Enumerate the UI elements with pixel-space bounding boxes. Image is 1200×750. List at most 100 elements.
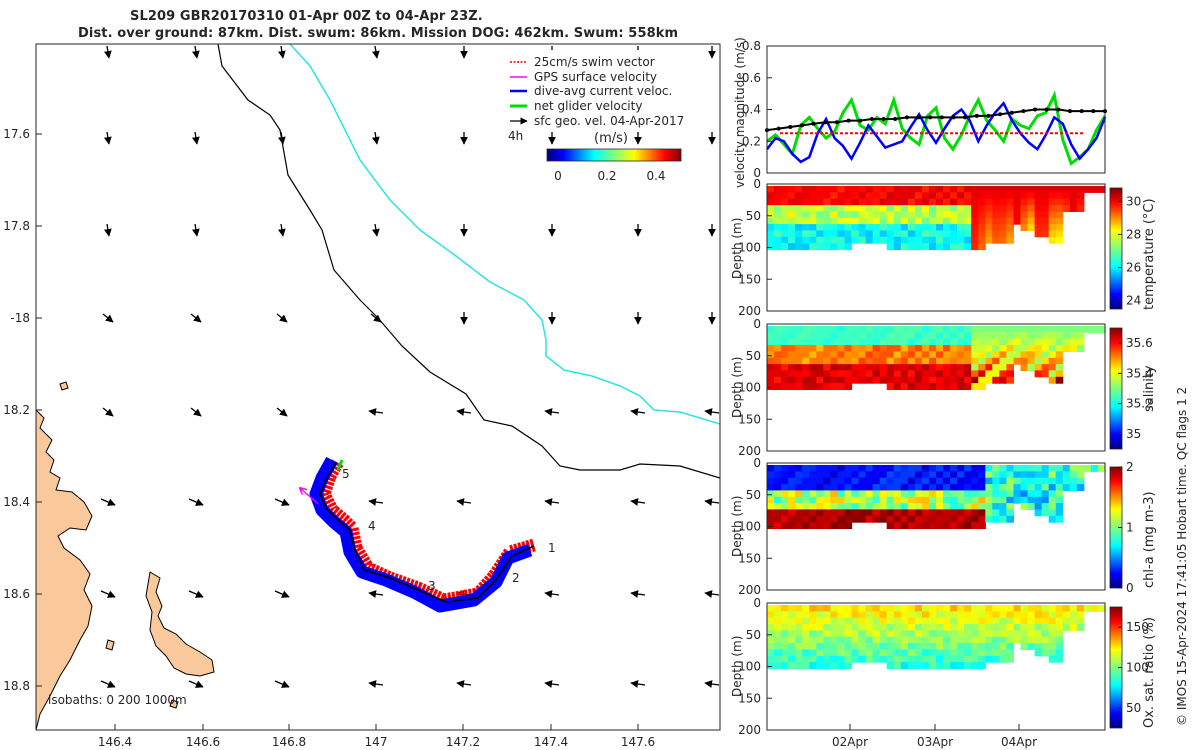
section-cell	[1020, 624, 1029, 631]
section-cell	[858, 471, 867, 479]
section-cell	[950, 662, 958, 669]
section-cell	[985, 655, 993, 663]
section-cell	[837, 370, 845, 378]
section-cell	[795, 643, 803, 650]
section-cell	[767, 655, 775, 663]
geo-velocity-arrow	[100, 590, 116, 598]
section-cell	[900, 236, 909, 244]
section-cell	[921, 224, 930, 231]
section-cell	[1048, 617, 1057, 625]
colorbar-tick-label: 100	[1126, 661, 1149, 675]
section-cell	[872, 624, 881, 631]
velocity-series-line	[766, 100, 1107, 164]
section-cell	[774, 230, 782, 238]
section-cell	[816, 471, 824, 479]
section-cell	[767, 643, 775, 650]
section-cell	[1048, 326, 1057, 333]
section-cell	[830, 662, 838, 669]
section-cell	[936, 655, 944, 663]
section-cell	[851, 636, 860, 644]
section-cell	[950, 383, 958, 390]
section-cell	[1041, 345, 1050, 352]
section-cell	[879, 351, 888, 359]
section-cell	[1020, 224, 1029, 231]
map-x-tick-label: 147.4	[534, 735, 568, 749]
section-cell	[936, 326, 944, 333]
section-cell	[914, 496, 923, 504]
section-cell	[886, 224, 895, 231]
geo-velocity-arrow	[456, 498, 472, 506]
section-cell	[886, 364, 895, 371]
section-cell	[844, 630, 853, 638]
section-cell	[907, 605, 916, 612]
section-cell	[971, 509, 979, 517]
section-cell	[802, 338, 810, 346]
section-cell	[1048, 364, 1057, 371]
section-cell	[943, 496, 951, 504]
section-cell	[914, 655, 923, 663]
section-cell	[830, 471, 838, 479]
section-cell	[978, 211, 986, 219]
section-cell	[914, 484, 923, 491]
section-cell	[1062, 477, 1071, 485]
section-cell	[802, 465, 810, 472]
section-cell	[851, 224, 860, 231]
section-cell	[992, 643, 1000, 650]
section-cell	[929, 376, 937, 384]
section-cell	[957, 617, 965, 625]
section-cell	[844, 224, 853, 231]
section-cell	[950, 655, 958, 663]
section-cell	[1013, 338, 1022, 346]
velocity-geo-point	[1056, 107, 1061, 112]
section-cell	[900, 465, 909, 472]
section-cell	[872, 205, 881, 212]
section-cell	[978, 643, 986, 650]
section-cell	[1048, 636, 1057, 644]
section-cell	[907, 198, 916, 206]
section-y-tick-label: 100	[738, 660, 761, 674]
section-cell	[844, 338, 853, 346]
section-cell	[907, 186, 916, 193]
section-cell	[795, 198, 803, 206]
section-cell	[1006, 357, 1014, 365]
geo-velocity-arrow	[371, 131, 380, 145]
section-cell	[781, 611, 789, 619]
section-cell	[1027, 351, 1036, 359]
section-cell	[795, 364, 803, 371]
section-cell	[872, 338, 881, 346]
section-cell	[1013, 205, 1022, 212]
section-cell	[914, 477, 923, 485]
section-cell	[830, 376, 838, 384]
section-cell	[1034, 370, 1043, 378]
section-cell	[795, 655, 803, 663]
section-cell	[971, 605, 979, 612]
section-cell	[992, 370, 1000, 378]
section-cell	[1020, 643, 1029, 650]
section-y-tick-label: 50	[746, 488, 761, 502]
section-cell	[781, 515, 789, 523]
section-cell	[900, 338, 909, 346]
section-cell	[802, 522, 810, 529]
section-cell	[851, 471, 860, 479]
geo-velocity-arrow	[544, 680, 560, 688]
section-cell	[823, 605, 831, 612]
section-cell	[893, 515, 902, 523]
imos-credit: © IMOS 15-Apr-2024 17:41:05 Hobart time.…	[1175, 386, 1189, 726]
section-cell	[950, 186, 958, 193]
section-cell	[809, 217, 817, 225]
section-cell	[802, 211, 810, 219]
section-cell	[802, 205, 810, 212]
geo-velocity-arrow	[274, 680, 290, 688]
section-cell	[809, 224, 817, 231]
section-cell	[816, 490, 824, 498]
section-cell	[858, 370, 867, 378]
section-cell	[985, 636, 993, 644]
temperature-ylabel: Depth (m)	[730, 217, 744, 279]
section-cell	[964, 326, 972, 333]
section-cell	[879, 345, 888, 352]
section-cell	[802, 630, 810, 638]
section-cell	[1006, 224, 1014, 231]
section-cell	[1055, 611, 1064, 619]
section-cell	[767, 624, 775, 631]
section-cell	[964, 230, 972, 238]
